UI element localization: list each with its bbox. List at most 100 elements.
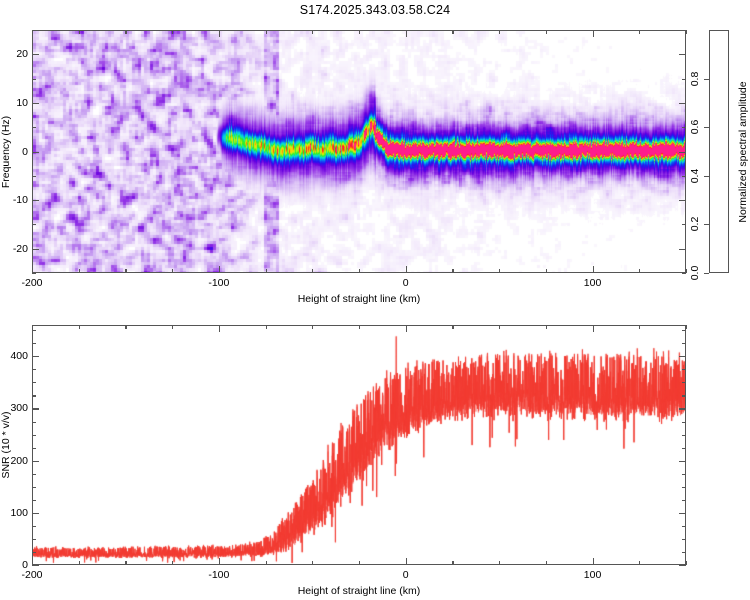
x-tick-minor <box>686 269 688 273</box>
y-tick-major-right <box>679 54 686 56</box>
y-tick-major <box>32 248 39 250</box>
y-tick-minor <box>32 499 36 501</box>
y-tick-minor <box>32 78 36 80</box>
y-tick-minor <box>32 175 36 177</box>
y-tick-label: 20 <box>16 48 28 61</box>
y-tick-minor-right <box>682 273 686 275</box>
y-tick-minor <box>32 224 36 226</box>
colorbar-tick-label: 0.0 <box>689 265 701 281</box>
colorbar-tick-label: 0.8 <box>689 71 701 86</box>
x-tick-minor <box>312 561 314 565</box>
colorbar-tick <box>704 127 709 129</box>
x-tick-major <box>405 558 407 565</box>
x-tick-major <box>405 266 407 273</box>
y-tick-minor <box>32 434 36 436</box>
x-tick-minor-top <box>686 30 688 34</box>
x-tick-major-top <box>405 30 407 37</box>
x-tick-minor <box>265 269 267 273</box>
y-tick-minor <box>32 330 36 332</box>
x-tick-major <box>592 266 594 273</box>
y-tick-major <box>32 460 39 462</box>
spectrogram-plot-area <box>32 30 686 273</box>
snr-plot-area <box>32 325 686 565</box>
x-tick-minor <box>125 561 127 565</box>
y-tick-minor-right <box>682 499 686 501</box>
y-tick-minor-right <box>682 78 686 80</box>
x-tick-minor <box>312 269 314 273</box>
x-tick-minor-top <box>265 325 267 329</box>
y-tick-major <box>32 565 39 567</box>
y-tick-minor-right <box>682 330 686 332</box>
x-tick-minor <box>452 561 454 565</box>
x-tick-major <box>218 558 220 565</box>
x-tick-label: 0 <box>402 277 409 289</box>
y-tick-minor <box>32 525 36 527</box>
y-tick-minor <box>32 486 36 488</box>
colorbar-tick-label: 0.4 <box>689 168 701 184</box>
x-tick-minor-top <box>78 325 80 329</box>
x-tick-major-top <box>592 30 594 37</box>
x-tick-major <box>32 558 34 565</box>
y-tick-label: -10 <box>12 194 28 207</box>
y-tick-minor <box>32 343 36 345</box>
x-tick-minor-top <box>78 30 80 34</box>
x-tick-minor-top <box>545 30 547 34</box>
y-tick-major <box>32 102 39 104</box>
y-tick-minor-right <box>682 486 686 488</box>
y-tick-major-right <box>679 102 686 104</box>
x-tick-minor <box>639 269 641 273</box>
y-tick-minor <box>32 538 36 540</box>
x-tick-minor <box>78 269 80 273</box>
x-tick-minor-top <box>545 325 547 329</box>
x-tick-major-top <box>32 30 34 37</box>
x-tick-minor <box>265 561 267 565</box>
y-tick-major <box>32 512 39 514</box>
colorbar-tick-label: 0.6 <box>689 119 701 135</box>
x-tick-minor-top <box>499 30 501 34</box>
x-tick-major-top <box>218 325 220 332</box>
y-tick-minor-right <box>682 538 686 540</box>
y-tick-minor-right <box>682 343 686 345</box>
y-tick-major-right <box>679 460 686 462</box>
y-tick-minor-right <box>682 224 686 226</box>
colorbar-tick <box>704 224 709 226</box>
x-tick-minor <box>639 561 641 565</box>
x-tick-minor-top <box>686 325 688 329</box>
spectrogram-xaxis-title: Height of straight line (km) <box>297 293 421 305</box>
x-tick-minor-top <box>452 325 454 329</box>
colorbar-title: Normalized spectral amplitude <box>737 80 749 223</box>
x-tick-minor-top <box>639 325 641 329</box>
x-tick-minor <box>686 561 688 565</box>
colorbar-tick-label: 0.2 <box>689 217 701 232</box>
y-tick-minor <box>32 273 36 275</box>
y-tick-minor-right <box>682 551 686 554</box>
y-tick-minor <box>32 473 36 475</box>
y-tick-label: 0 <box>22 559 28 571</box>
y-tick-minor-right <box>682 421 686 423</box>
colorbar-tick <box>704 273 709 275</box>
spectrogram-image <box>33 31 685 272</box>
y-tick-minor <box>32 395 36 397</box>
y-tick-minor <box>32 382 36 384</box>
y-tick-major-right <box>679 151 686 153</box>
x-tick-major-top <box>32 325 34 332</box>
x-tick-major-top <box>592 325 594 332</box>
x-tick-major <box>218 266 220 273</box>
y-tick-major-right <box>679 248 686 250</box>
x-tick-label: -200 <box>21 277 43 289</box>
y-tick-minor-right <box>682 473 686 475</box>
y-tick-label: 10 <box>16 96 28 109</box>
snr-panel <box>32 325 686 565</box>
x-tick-minor-top <box>125 30 127 34</box>
x-tick-minor <box>172 561 174 565</box>
y-tick-minor <box>32 447 36 449</box>
x-tick-minor <box>359 561 361 565</box>
snr-xaxis-title: Height of straight line (km) <box>297 585 421 597</box>
y-tick-minor <box>32 421 36 423</box>
x-tick-minor-top <box>312 30 314 34</box>
x-tick-minor <box>545 269 547 273</box>
colorbar-tick <box>704 78 709 80</box>
y-tick-minor-right <box>682 369 686 371</box>
y-tick-minor-right <box>682 447 686 449</box>
